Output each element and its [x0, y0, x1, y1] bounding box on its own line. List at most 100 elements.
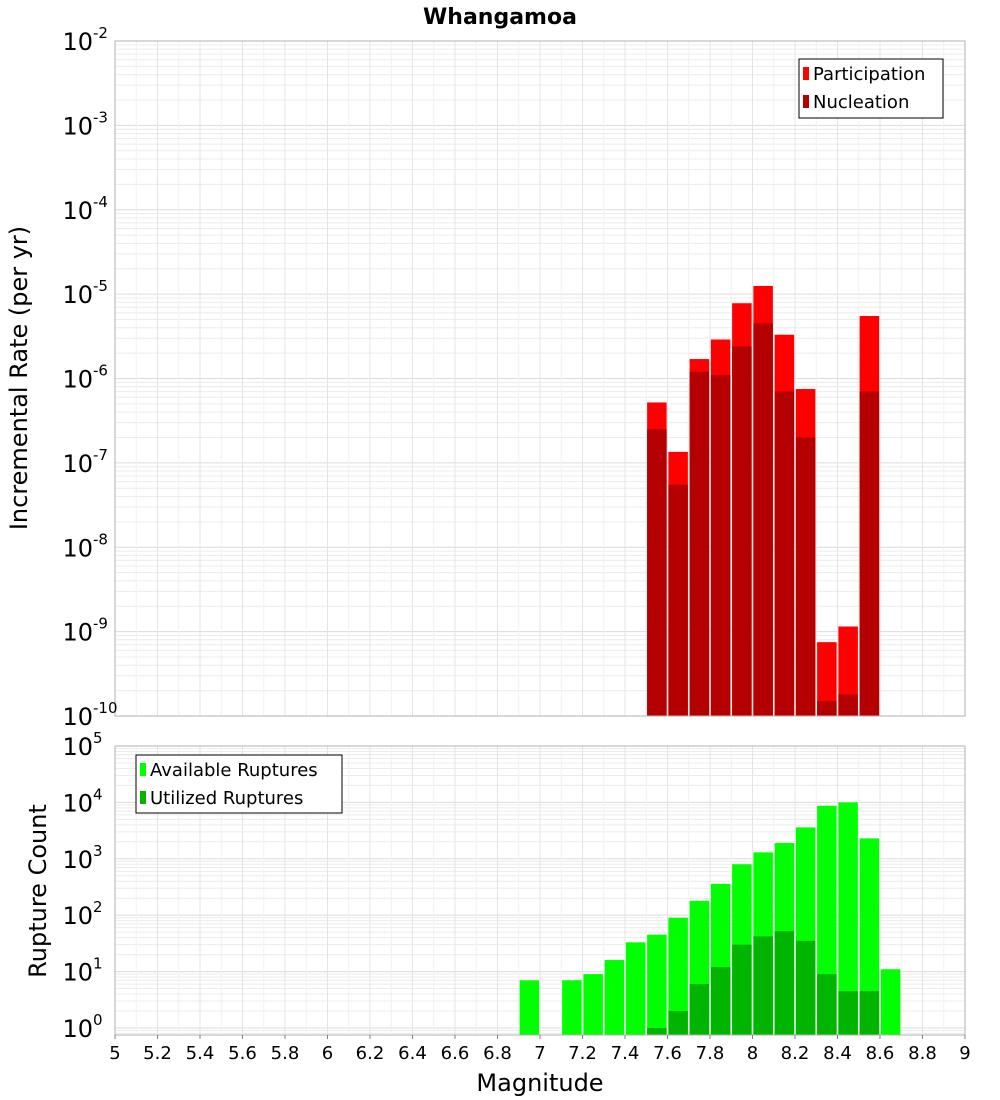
- x-tick-label: 7.8: [696, 1043, 725, 1064]
- top-y-tick-exponent: -10: [93, 699, 118, 717]
- x-tick-label: 5: [109, 1043, 120, 1064]
- top-y-tick: 10 -10: [62, 699, 117, 731]
- x-tick-label: 5.6: [228, 1043, 257, 1064]
- x-tick-label: 5.2: [143, 1043, 172, 1064]
- top-bar-nucleation: [732, 346, 752, 716]
- bottom-bar-available-ruptures: [859, 838, 880, 1035]
- top-legend: Participation Nucleation: [798, 58, 944, 119]
- top-plot-frame: [114, 40, 966, 717]
- top-bar-nucleation: [668, 484, 688, 716]
- top-bar-nucleation: [859, 391, 880, 716]
- chart-title: Whangamoa: [423, 5, 577, 30]
- top-y-tick-base: 10: [62, 112, 93, 140]
- x-tick-label: 8.6: [866, 1043, 895, 1064]
- bottom-bar-utilized-ruptures: [647, 1027, 667, 1035]
- bottom-bar-utilized-ruptures: [689, 984, 710, 1035]
- bottom-bar-available-ruptures: [838, 802, 858, 1035]
- bottom-legend-box: [135, 754, 343, 814]
- bottom-bar-available-ruptures: [583, 974, 603, 1035]
- top-bar-nucleation: [647, 429, 667, 716]
- bottom-bar-utilized-ruptures: [732, 944, 752, 1035]
- bottom-y-tick: 10 2: [62, 898, 102, 930]
- x-tick-label: 6.4: [398, 1043, 427, 1064]
- x-tick-label: 5.4: [186, 1043, 215, 1064]
- top-y-tick-exponent: -5: [93, 277, 108, 295]
- bottom-y-tick-base: 10: [62, 902, 93, 930]
- legend-label-nucleation: Nucleation: [813, 92, 909, 113]
- top-bar-nucleation: [689, 371, 710, 716]
- bottom-y-tick: 10 0: [62, 1011, 102, 1043]
- top-y-tick: 10 -5: [62, 277, 108, 309]
- x-tick-label: 8.4: [823, 1043, 852, 1064]
- bottom-bar-utilized-ruptures: [774, 931, 795, 1035]
- top-y-tick-exponent: -4: [93, 193, 108, 211]
- bottom-bar-utilized-ruptures: [668, 1010, 688, 1035]
- bottom-bar-available-ruptures: [880, 969, 901, 1035]
- x-tick-label: 8.2: [781, 1043, 810, 1064]
- top-bar-nucleation: [710, 375, 731, 716]
- x-tick-label: 6.2: [356, 1043, 385, 1064]
- top-y-tick-exponent: -8: [93, 530, 108, 548]
- x-tick-label: 6: [322, 1043, 333, 1064]
- top-bar-nucleation: [753, 323, 773, 716]
- bottom-bars: [519, 802, 901, 1035]
- top-bar-nucleation: [774, 391, 795, 716]
- top-grid: [114, 40, 966, 717]
- bottom-y-tick-base: 10: [62, 733, 93, 761]
- bottom-y-tick-base: 10: [62, 846, 93, 874]
- bottom-y-tick-base: 10: [62, 789, 93, 817]
- bottom-y-tick-exponent: 2: [93, 898, 103, 916]
- bottom-y-tick-exponent: 3: [93, 842, 103, 860]
- top-bar-nucleation: [838, 694, 858, 716]
- legend-label-utilized: Utilized Ruptures: [150, 788, 303, 809]
- bottom-y-tick-exponent: 1: [93, 955, 103, 973]
- bottom-y-tick: 10 5: [62, 729, 102, 761]
- top-y-tick: 10 -6: [62, 362, 108, 394]
- top-y-tick-exponent: -3: [93, 108, 108, 126]
- bottom-y-tick: 10 1: [62, 955, 102, 987]
- top-y-axis-label: Incremental Rate (per yr): [5, 226, 33, 530]
- bottom-bar-utilized-ruptures: [753, 936, 773, 1035]
- top-bar-nucleation: [817, 701, 837, 716]
- bottom-bar-available-ruptures: [604, 960, 625, 1035]
- top-y-tick-base: 10: [62, 534, 93, 562]
- x-tick-labels: 5 5.2 5.4 5.6 5.8 6 6.2 6.4 6.6 6.8 7 7.2 7.4 7.6 7.8 8…: [109, 1035, 971, 1064]
- top-legend-box: [798, 58, 944, 119]
- x-tick-label: 7.6: [653, 1043, 682, 1064]
- bottom-y-tick: 10 4: [62, 785, 102, 817]
- top-y-tick-exponent: -9: [93, 615, 108, 633]
- bottom-y-tick-base: 10: [62, 959, 93, 987]
- top-y-tick-base: 10: [62, 366, 93, 394]
- bottom-bar-utilized-ruptures: [817, 974, 837, 1035]
- x-tick-label: 6.6: [441, 1043, 470, 1064]
- x-axis-label: Magnitude: [476, 1069, 603, 1097]
- top-y-tick-exponent: -2: [93, 24, 108, 42]
- bottom-bar-utilized-ruptures: [859, 991, 880, 1035]
- legend-label-participation: Participation: [813, 64, 925, 85]
- top-y-tick-base: 10: [62, 28, 93, 56]
- top-bar-participation: [838, 626, 858, 716]
- top-y-tick: 10 -9: [62, 615, 108, 647]
- bottom-bar-available-ruptures: [625, 942, 646, 1035]
- x-tick-label: 9: [959, 1043, 970, 1064]
- bottom-y-tick-base: 10: [62, 1015, 93, 1043]
- x-tick-label: 5.8: [271, 1043, 300, 1064]
- bottom-bar-available-ruptures: [519, 980, 540, 1035]
- top-y-tick: 10 -3: [62, 108, 108, 140]
- top-bar-nucleation: [795, 437, 816, 716]
- bottom-y-tick-exponent: 0: [93, 1011, 103, 1029]
- x-tick-label: 6.8: [483, 1043, 512, 1064]
- bottom-bar-utilized-ruptures: [710, 967, 731, 1035]
- top-y-tick: 10 -2: [62, 24, 108, 56]
- top-bar-participation: [817, 642, 837, 716]
- bottom-bar-available-ruptures: [562, 980, 582, 1035]
- legend-swatch-nucleation: [803, 95, 809, 108]
- bottom-legend: Available Ruptures Utilized Ruptures: [135, 754, 343, 814]
- legend-label-available: Available Ruptures: [150, 760, 318, 781]
- top-y-tick-base: 10: [62, 281, 93, 309]
- bottom-bar-available-ruptures: [668, 917, 688, 1035]
